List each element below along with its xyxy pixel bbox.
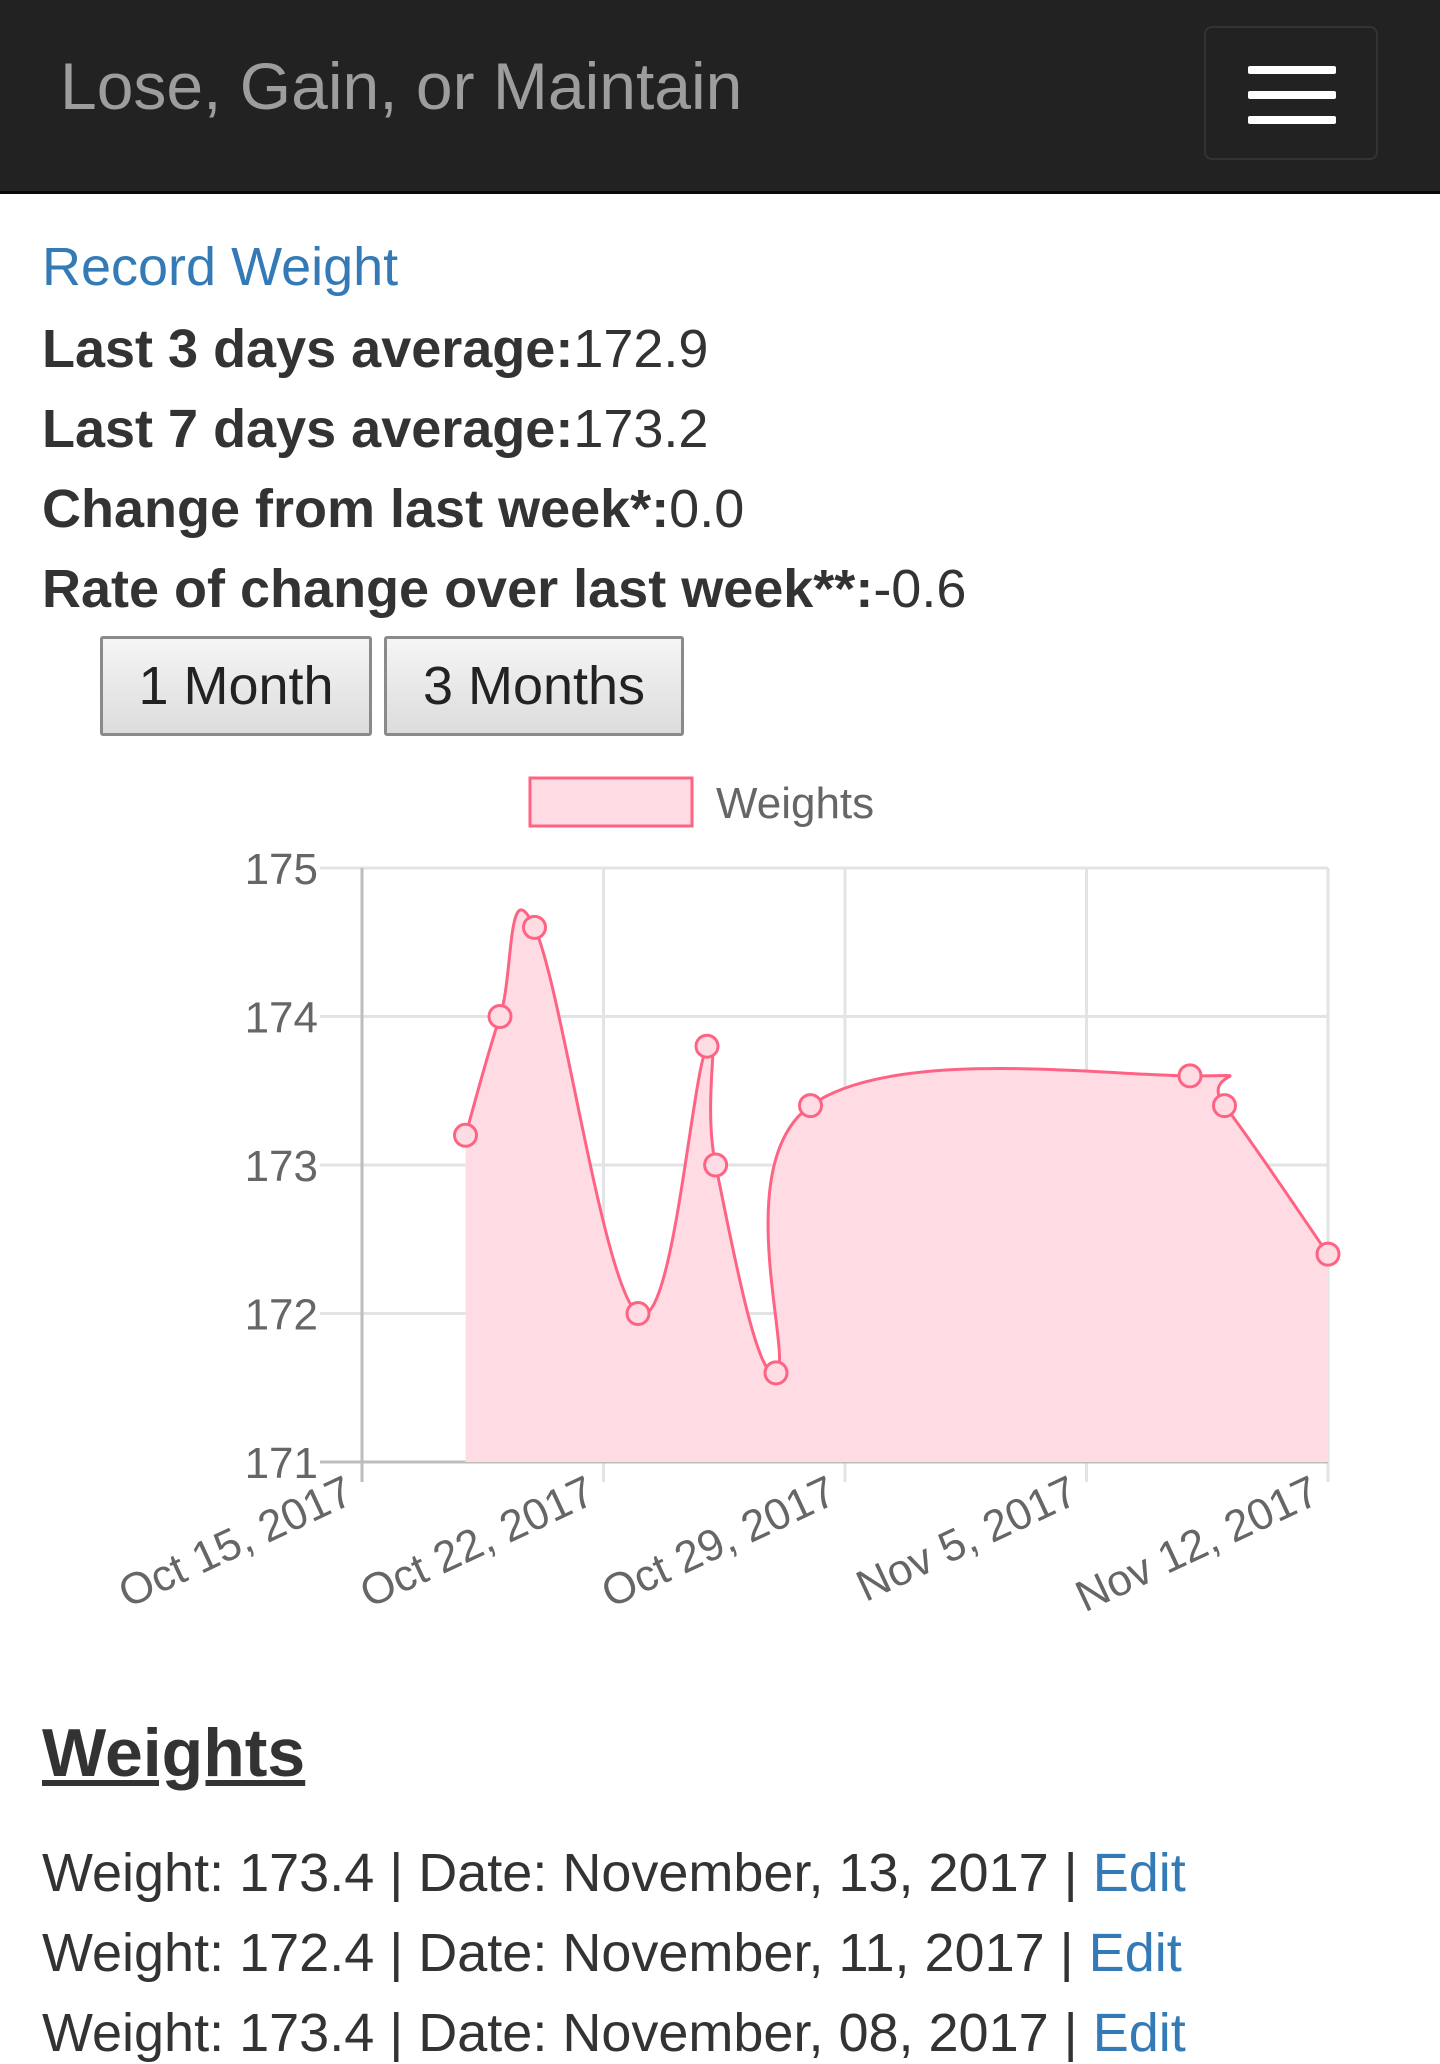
data-point	[763, 1360, 789, 1386]
stat-change-from-last-week: Change from last week*:0.0	[42, 478, 744, 540]
data-point	[694, 1033, 720, 1059]
weight-entry: Weight: 173.4 | Date: November, 08, 2017…	[42, 2002, 1186, 2064]
weight-entry: Weight: 173.4 | Date: November, 13, 2017…	[42, 1842, 1186, 1904]
x-tick-label: Oct 15, 2017	[111, 1467, 360, 1618]
y-tick-label: 174	[245, 994, 318, 1043]
hamburger-menu-icon[interactable]	[1204, 26, 1378, 160]
data-point	[625, 1301, 651, 1326]
weight-entry-text: Weight: 172.4 | Date: November, 11, 2017…	[42, 1923, 1089, 1983]
y-tick-label: 173	[245, 1142, 318, 1191]
stat-label: Last 3 days average:	[42, 319, 574, 379]
stat-value: 0.0	[669, 479, 745, 539]
stat-value: -0.6	[873, 559, 967, 619]
data-point	[1315, 1241, 1341, 1267]
stat-label: Last 7 days average:	[42, 399, 574, 459]
data-point	[1212, 1093, 1237, 1119]
data-point	[522, 914, 547, 940]
x-tick-label: Nov 5, 2017	[849, 1467, 1085, 1612]
data-point	[487, 1004, 513, 1029]
record-weight-link[interactable]: Record Weight	[42, 237, 399, 297]
app-title[interactable]: Lose, Gain, or Maintain	[60, 49, 743, 123]
series-area-weights	[465, 909, 1328, 1462]
stat-last-3-days: Last 3 days average:172.9	[42, 318, 708, 380]
stat-label: Change from last week*:	[42, 479, 670, 539]
data-point	[453, 1122, 478, 1148]
edit-link[interactable]: Edit	[1092, 2003, 1186, 2063]
data-point	[703, 1152, 729, 1178]
weight-entry-text: Weight: 173.4 | Date: November, 13, 2017…	[42, 1843, 1093, 1903]
data-point	[798, 1093, 823, 1119]
stat-label: Rate of change over last week**:	[42, 559, 874, 619]
three-months-button[interactable]: 3 Months	[384, 636, 684, 736]
stat-rate-of-change: Rate of change over last week**:-0.6	[42, 558, 966, 620]
data-point	[1177, 1063, 1203, 1089]
x-tick-label: Oct 29, 2017	[594, 1467, 843, 1618]
navbar: Lose, Gain, or Maintain	[0, 0, 1440, 194]
weights-heading: Weights	[42, 1715, 306, 1791]
legend-label-weights: Weights	[716, 779, 874, 828]
one-month-button[interactable]: 1 Month	[100, 636, 372, 736]
x-tick-label: Nov 12, 2017	[1068, 1467, 1326, 1622]
x-tick-label: Oct 22, 2017	[353, 1467, 602, 1618]
y-tick-label: 172	[245, 1291, 318, 1340]
y-tick-label: 171	[245, 1439, 318, 1488]
weight-entry-text: Weight: 173.4 | Date: November, 08, 2017…	[42, 2003, 1093, 2063]
legend-swatch-weights	[528, 776, 694, 828]
stat-last-7-days: Last 7 days average:173.2	[42, 398, 708, 460]
stat-value: 173.2	[573, 399, 709, 459]
edit-link[interactable]: Edit	[1092, 1843, 1186, 1903]
weight-entry: Weight: 172.4 | Date: November, 11, 2017…	[42, 1922, 1182, 1984]
stat-value: 172.9	[573, 319, 709, 379]
edit-link[interactable]: Edit	[1088, 1923, 1182, 1983]
y-tick-label: 175	[245, 845, 318, 894]
